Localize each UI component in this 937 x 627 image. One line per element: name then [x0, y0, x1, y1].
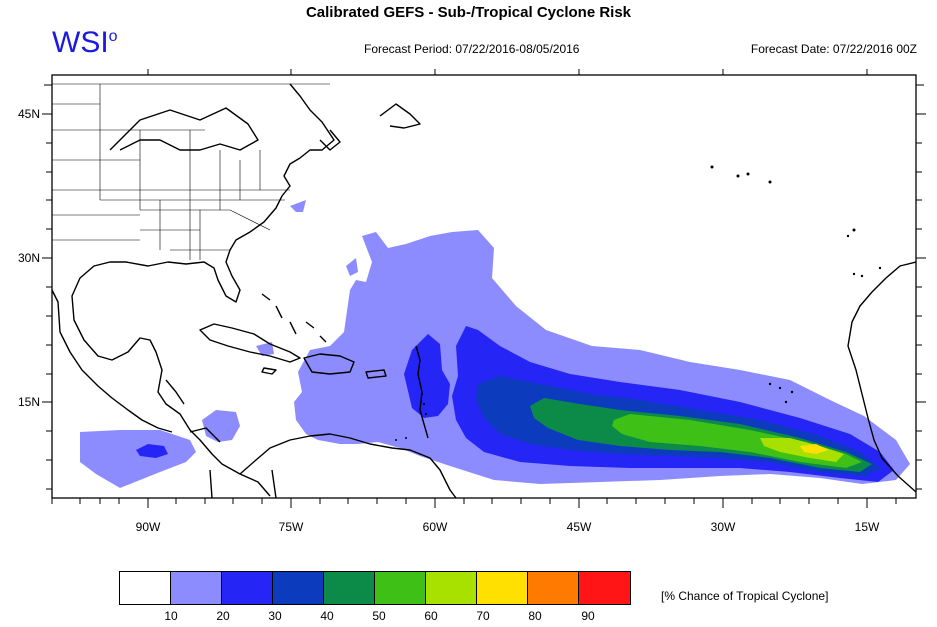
legend-swatch-0-10	[120, 572, 171, 604]
wsi-logo-text: WSI	[52, 26, 109, 59]
map-content	[52, 83, 916, 498]
lat-ticks	[42, 84, 926, 490]
legend-swatch-40-50	[324, 572, 375, 604]
forecast-date: Forecast Date: 07/22/2016 00Z	[750, 42, 917, 56]
risk-area-pacific-20	[136, 444, 168, 458]
legend-tick-10: 10	[164, 609, 178, 623]
legend-title: [% Chance of Tropical Cyclone]	[661, 589, 829, 603]
legend-tick-60: 60	[424, 609, 438, 623]
lat-label-45n: 45N	[18, 107, 40, 121]
coastlines	[52, 83, 916, 498]
risk-area-main-60	[760, 438, 844, 462]
legend-swatch-70-80	[477, 572, 528, 604]
lat-label-30n: 30N	[18, 251, 40, 265]
legend-swatch-60-70	[426, 572, 477, 604]
legend-swatch-20-30	[222, 572, 273, 604]
legend-swatch-10-20	[171, 572, 222, 604]
wsi-logo-mark: o	[108, 28, 118, 45]
risk-level-70	[800, 444, 828, 454]
islands	[395, 165, 882, 441]
legend-swatch-50-60	[375, 572, 426, 604]
forecast-period: Forecast Period: 07/22/2016-08/05/2016	[364, 42, 580, 56]
map-title: Calibrated GEFS - Sub-/Tropical Cyclone …	[305, 4, 632, 21]
lon-label-30w: 30W	[711, 520, 736, 534]
legend-tick-50: 50	[372, 609, 386, 623]
risk-area-main-70	[800, 444, 828, 454]
risk-area-pacific	[80, 258, 808, 488]
risk-level-60	[760, 438, 844, 462]
legend-swatch-90-100	[579, 572, 630, 604]
lon-label-45w: 45W	[567, 520, 592, 534]
lat-label-15n: 15N	[18, 395, 40, 409]
lon-label-75w: 75W	[279, 520, 304, 534]
lon-label-15w: 15W	[855, 520, 880, 534]
legend-tick-30: 30	[268, 609, 282, 623]
legend-tick-20: 20	[216, 609, 230, 623]
lon-ticks	[51, 69, 897, 508]
legend-tick-80: 80	[528, 609, 542, 623]
legend-swatch-80-90	[528, 572, 579, 604]
legend-tick-90: 90	[581, 609, 595, 623]
legend-tick-70: 70	[476, 609, 490, 623]
lon-labels: 90W 75W 60W 45W 30W 15W	[136, 520, 880, 534]
legend-swatch-30-40	[273, 572, 324, 604]
color-legend	[119, 571, 631, 605]
lat-labels: 45N 30N 15N	[18, 107, 40, 409]
legend-tick-40: 40	[320, 609, 334, 623]
lon-label-60w: 60W	[423, 520, 448, 534]
lon-label-90w: 90W	[136, 520, 161, 534]
wsi-logo: WSIo	[52, 26, 118, 60]
state-borders	[52, 83, 330, 260]
